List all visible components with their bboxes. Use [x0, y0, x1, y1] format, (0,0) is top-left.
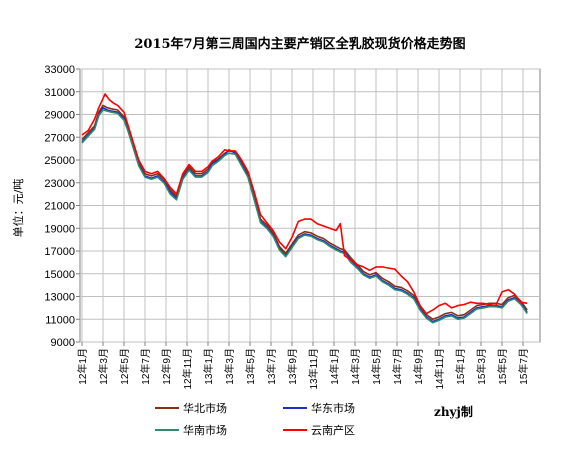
series-line-2: [81, 106, 528, 323]
x-tick-label: 12年5月: [118, 348, 131, 385]
x-tick-label: 15年7月: [517, 348, 530, 385]
x-tick-label: 12年11月: [181, 348, 194, 390]
x-tick-label: 13年1月: [202, 348, 215, 385]
y-tick-label: 33000: [44, 64, 75, 76]
legend-label: 华东市场: [311, 401, 355, 415]
y-tick-label: 29000: [44, 110, 75, 122]
x-tick-label: 14年1月: [328, 348, 341, 385]
y-tick-label: 13000: [44, 292, 75, 304]
series-line-4: [81, 93, 528, 315]
x-tick-label: 14年9月: [412, 348, 425, 385]
x-tick-label: 13年3月: [223, 348, 236, 385]
y-tick-label: 23000: [44, 178, 75, 190]
gridlines: [80, 68, 540, 343]
x-tick-label: 14年3月: [349, 348, 362, 385]
x-tick-label: 14年11月: [433, 348, 446, 390]
series-lines: [81, 93, 528, 324]
y-tick-label: 17000: [44, 246, 75, 258]
y-tick-label: 19000: [44, 223, 75, 235]
y-axis-ticks: 9000 11000 13000 15000 17000 19000 21000 23000 2…: [44, 64, 80, 349]
y-tick-label: 21000: [44, 201, 75, 213]
x-tick-label: 15年3月: [475, 348, 488, 385]
x-tick-label: 13年7月: [265, 348, 278, 385]
credit-text: zhyj制: [434, 404, 473, 419]
x-tick-label: 12年7月: [139, 348, 152, 385]
y-tick-label: 15000: [44, 269, 75, 281]
x-tick-label: 14年5月: [370, 348, 383, 385]
x-tick-label: 15年1月: [454, 348, 467, 385]
legend-label: 华北市场: [183, 401, 227, 415]
y-axis-label: 单位：元/吨: [11, 179, 25, 238]
x-tick-label: 15年5月: [496, 348, 509, 385]
x-tick-label: 12年9月: [160, 348, 173, 385]
x-tick-label: 13年11月: [307, 348, 320, 390]
x-axis-ticks: 12年1月 12年3月 12年5月 12年7月 12年9月 12年11月 13年1月 13年3…: [76, 342, 530, 390]
y-tick-label: 27000: [44, 132, 75, 144]
series-line-1: [81, 104, 528, 321]
x-tick-label: 14年7月: [391, 348, 404, 385]
x-tick-label: 12年3月: [97, 348, 110, 385]
series-line-3: [81, 109, 528, 324]
y-tick-label: 31000: [44, 87, 75, 99]
x-tick-label: 13年5月: [244, 348, 257, 385]
chart-title: 2015年7月第三周国内主要产销区全乳胶现货价格走势图: [134, 36, 465, 52]
y-tick-label: 25000: [44, 155, 75, 167]
x-tick-label: 13年9月: [286, 348, 299, 385]
legend-label: 华南市场: [183, 423, 227, 437]
y-tick-label: 9000: [51, 337, 75, 349]
x-tick-label: 12年1月: [76, 348, 89, 385]
y-tick-label: 11000: [45, 314, 75, 326]
legend-label: 云南产区: [311, 423, 355, 437]
